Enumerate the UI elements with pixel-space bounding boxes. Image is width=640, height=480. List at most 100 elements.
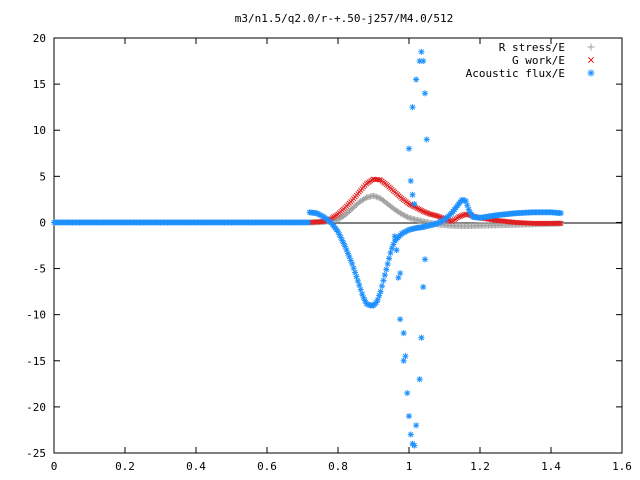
acoustic-flux-point bbox=[354, 277, 361, 284]
acoustic-flux-point bbox=[397, 270, 404, 277]
legend-label-g-work: G work/E bbox=[512, 54, 565, 67]
acoustic-flux-point bbox=[423, 136, 430, 143]
g-work-point bbox=[376, 177, 382, 183]
g-work-point bbox=[422, 209, 428, 215]
r-stress-point bbox=[353, 201, 360, 208]
y-tick-label: -5 bbox=[33, 263, 46, 276]
y-tick-label: -20 bbox=[26, 401, 46, 414]
acoustic-flux-point bbox=[393, 247, 400, 254]
g-work-point bbox=[460, 212, 466, 218]
acoustic-flux-point bbox=[356, 282, 363, 289]
legend: R stress/E G work/E Acoustic flux/E bbox=[466, 41, 595, 80]
r-stress-point bbox=[342, 212, 349, 219]
r-stress-point bbox=[401, 212, 408, 219]
chart-title: m3/n1.5/q2.0/r-+.50-j257/M4.0/512 bbox=[235, 12, 454, 25]
r-stress-point bbox=[346, 208, 353, 215]
acoustic-flux-point bbox=[418, 48, 425, 55]
acoustic-flux-point bbox=[406, 413, 412, 420]
axis-ticks: 0 0.2 0.4 0.6 0.8 1 1.2 1.4 1.6 -25 -20 -15 -10 -5 0 5 1… bbox=[26, 32, 632, 473]
acoustic-flux-point bbox=[353, 273, 360, 280]
acoustic-flux-point bbox=[416, 376, 423, 383]
legend-marker-r-stress bbox=[587, 43, 595, 51]
acoustic-flux-point bbox=[406, 145, 412, 152]
r-stress-point bbox=[398, 211, 405, 218]
g-work-point bbox=[426, 210, 432, 217]
y-tick-label: 5 bbox=[39, 170, 46, 183]
r-stress-point bbox=[344, 209, 351, 216]
x-tick-label: 1.4 bbox=[541, 460, 561, 473]
x-tick-label: 1.6 bbox=[612, 460, 632, 473]
acoustic-flux-point bbox=[386, 255, 393, 262]
acoustic-flux-point bbox=[400, 357, 407, 364]
y-tick-label: 0 bbox=[39, 216, 46, 229]
acoustic-flux-point bbox=[421, 256, 428, 263]
acoustic-flux-point bbox=[387, 249, 394, 256]
y-tick-label: 20 bbox=[33, 32, 46, 45]
r-stress-point bbox=[403, 213, 410, 220]
acoustic-flux-point bbox=[409, 191, 416, 198]
r-stress-point bbox=[350, 204, 357, 211]
r-stress-point bbox=[347, 206, 354, 213]
acoustic-flux-point bbox=[377, 288, 384, 295]
x-tick-label: 1.2 bbox=[470, 460, 490, 473]
r-stress-point bbox=[400, 211, 407, 218]
g-work-point bbox=[434, 213, 441, 219]
acoustic-flux-point bbox=[305, 219, 312, 226]
y-tick-label: -25 bbox=[26, 447, 46, 460]
acoustic-flux-point bbox=[413, 76, 420, 83]
g-work-point bbox=[457, 213, 463, 219]
g-work-point bbox=[456, 214, 462, 220]
acoustic-flux-point bbox=[420, 58, 427, 65]
acoustic-flux-point bbox=[400, 330, 407, 337]
g-work-point bbox=[420, 208, 426, 214]
acoustic-flux-point bbox=[407, 431, 414, 438]
legend-label-r-stress: R stress/E bbox=[499, 41, 565, 54]
g-work-point bbox=[556, 220, 563, 226]
x-tick-label: 1 bbox=[406, 460, 413, 473]
r-stress-point bbox=[349, 205, 356, 212]
acoustic-flux-point bbox=[350, 265, 357, 272]
acoustic-flux-point bbox=[397, 316, 404, 323]
acoustic-flux-point bbox=[407, 177, 414, 184]
x-tick-label: 0.8 bbox=[328, 460, 348, 473]
g-work-point bbox=[433, 213, 439, 219]
acoustic-flux-point bbox=[384, 260, 391, 267]
y-tick-label: -10 bbox=[26, 309, 46, 322]
acoustic-flux-point bbox=[379, 283, 386, 290]
acoustic-flux-point bbox=[557, 210, 564, 217]
acoustic-flux-point bbox=[411, 201, 418, 207]
y-tick-label: 10 bbox=[33, 124, 46, 137]
g-work-point bbox=[458, 213, 465, 219]
series-layer bbox=[51, 48, 564, 449]
acoustic-flux-point bbox=[418, 334, 425, 341]
acoustic-flux-point bbox=[411, 442, 418, 449]
x-tick-label: 0 bbox=[51, 460, 58, 473]
series-acoustic-flux bbox=[51, 48, 564, 449]
acoustic-flux-point bbox=[349, 260, 356, 267]
acoustic-flux-point bbox=[391, 233, 398, 240]
acoustic-flux-point bbox=[404, 390, 411, 397]
acoustic-flux-point bbox=[409, 104, 416, 111]
r-stress-point bbox=[370, 192, 377, 199]
r-stress-point bbox=[361, 195, 368, 202]
r-stress-point bbox=[373, 193, 380, 200]
legend-marker-g-work bbox=[588, 57, 594, 63]
legend-marker-acoustic-flux bbox=[587, 69, 595, 77]
y-tick-label: 15 bbox=[33, 78, 46, 91]
acoustic-flux-point bbox=[380, 277, 387, 284]
acoustic-flux-point bbox=[402, 353, 409, 360]
acoustic-flux-point bbox=[352, 269, 359, 276]
x-tick-label: 0.2 bbox=[115, 460, 135, 473]
g-work-point bbox=[423, 209, 429, 216]
acoustic-flux-point bbox=[421, 90, 428, 97]
legend-label-acoustic-flux: Acoustic flux/E bbox=[466, 67, 565, 80]
r-stress-point bbox=[371, 193, 378, 200]
g-work-point bbox=[558, 220, 564, 226]
x-tick-label: 0.6 bbox=[257, 460, 277, 473]
r-stress-point bbox=[352, 203, 359, 210]
acoustic-flux-point bbox=[357, 286, 364, 293]
r-stress-point bbox=[343, 210, 350, 217]
g-work-point bbox=[424, 210, 431, 216]
